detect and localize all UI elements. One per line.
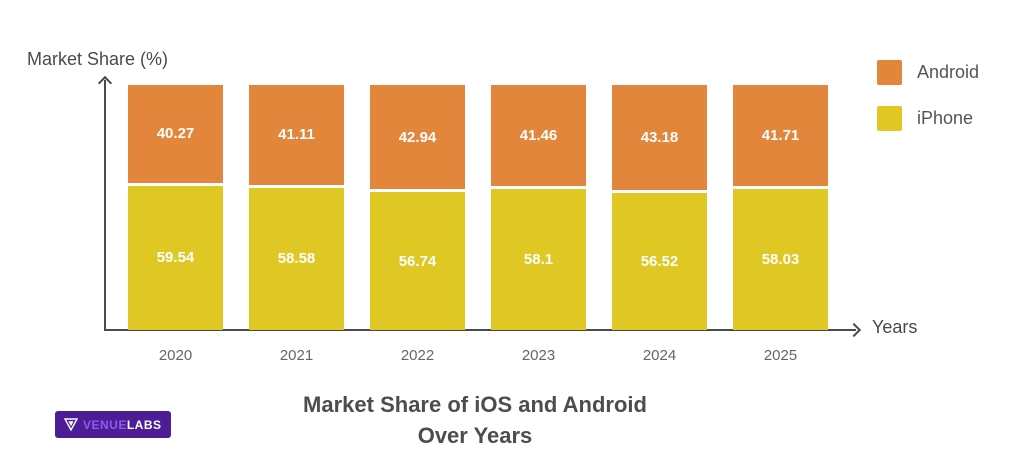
bar-value-label: 43.18 xyxy=(640,128,679,146)
brand-v-icon xyxy=(64,418,78,431)
x-tick-label-2023: 2023 xyxy=(521,347,556,364)
brand-name-part2: LABS xyxy=(126,417,162,432)
y-axis-line xyxy=(104,80,106,330)
brand-name-part1: VENUE xyxy=(83,417,127,432)
bar-segment-iphone-2024: 56.52 xyxy=(612,192,707,330)
legend-item-android: Android xyxy=(877,60,979,85)
legend-swatch-iphone xyxy=(877,106,902,131)
chart-title: Market Share of iOS and Android Over Yea… xyxy=(0,389,950,451)
bar-value-label: 41.11 xyxy=(278,126,315,144)
legend-label: iPhone xyxy=(917,108,974,128)
x-axis-line xyxy=(104,329,856,331)
x-tick-label-2022: 2022 xyxy=(400,347,435,364)
stacked-bar-2021: 41.11 58.58 xyxy=(249,85,344,330)
chart-title-line2: Over Years xyxy=(417,423,533,448)
bar-segment-android-2023: 41.46 xyxy=(491,85,586,186)
bar-value-label: 58.03 xyxy=(761,251,800,269)
x-tick-label-2020: 2020 xyxy=(158,347,193,364)
bar-value-label: 41.46 xyxy=(519,126,558,144)
bar-value-label: 56.52 xyxy=(640,252,679,270)
legend-item-iphone: iPhone xyxy=(877,106,979,131)
x-tick-label-2021: 2021 xyxy=(279,347,314,364)
bar-value-label: 42.94 xyxy=(398,128,437,146)
bar-segment-iphone-2025: 58.03 xyxy=(733,189,828,330)
bar-segment-android-2025: 41.71 xyxy=(733,85,828,187)
brand-logo: VENUELABS xyxy=(55,411,171,438)
stacked-bar-2023: 41.46 58.1 xyxy=(491,85,586,330)
chart-title-line1: Market Share of iOS and Android xyxy=(303,392,647,417)
bar-segment-iphone-2021: 58.58 xyxy=(249,187,344,330)
bar-value-label: 58.58 xyxy=(277,250,316,268)
legend-swatch-android xyxy=(877,60,902,85)
bar-segment-android-2020: 40.27 xyxy=(128,85,223,183)
bar-segment-android-2021: 41.11 xyxy=(249,85,344,185)
bar-value-label: 41.71 xyxy=(761,127,800,145)
bar-segment-iphone-2022: 56.74 xyxy=(370,192,465,330)
bar-value-label: 58.1 xyxy=(523,250,554,268)
bar-segment-android-2024: 43.18 xyxy=(612,85,707,190)
bar-segment-iphone-2023: 58.1 xyxy=(491,188,586,330)
bar-value-label: 40.27 xyxy=(156,125,195,143)
x-tick-label-2025: 2025 xyxy=(763,347,798,364)
stacked-bar-2020: 40.27 59.54 xyxy=(128,85,223,330)
x-axis-label: Years xyxy=(872,317,918,337)
legend: Android iPhone xyxy=(877,60,979,152)
stacked-bar-2025: 41.71 58.03 xyxy=(733,85,828,330)
y-axis-label: Market Share (%) xyxy=(27,49,169,69)
brand-name: VENUELABS xyxy=(83,418,162,432)
bar-segment-android-2022: 42.94 xyxy=(370,85,465,190)
plot-area: 40.27 59.54 41.11 58.58 42.94 56.74 41.46 58.1 4… xyxy=(105,85,862,330)
legend-label: Android xyxy=(917,62,980,82)
bar-value-label: 56.74 xyxy=(398,252,437,270)
stacked-bar-2022: 42.94 56.74 xyxy=(370,85,465,330)
x-tick-label-2024: 2024 xyxy=(642,347,677,364)
stacked-bar-2024: 43.18 56.52 xyxy=(612,85,707,330)
bar-value-label: 59.54 xyxy=(156,249,195,267)
bar-segment-iphone-2020: 59.54 xyxy=(128,185,223,330)
